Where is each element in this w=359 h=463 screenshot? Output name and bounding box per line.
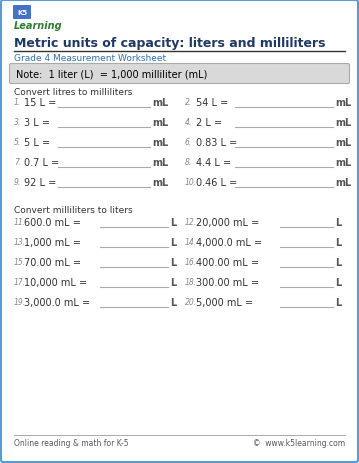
Text: ©  www.k5learning.com: © www.k5learning.com [253, 438, 345, 447]
Text: L: L [335, 238, 341, 247]
Text: Convert litres to milliliters: Convert litres to milliliters [14, 88, 132, 97]
Text: 300.00 mL =: 300.00 mL = [196, 277, 259, 288]
Text: 5.: 5. [14, 138, 21, 147]
FancyBboxPatch shape [13, 6, 31, 20]
Text: Convert milliliters to liters: Convert milliliters to liters [14, 206, 132, 214]
Text: 8.: 8. [185, 158, 192, 167]
Text: K5: K5 [17, 10, 27, 16]
Text: 9.: 9. [14, 178, 21, 187]
Text: 15 L =: 15 L = [24, 98, 56, 108]
Text: mL: mL [335, 158, 351, 168]
Text: 70.00 mL =: 70.00 mL = [24, 257, 81, 268]
Text: 16.: 16. [185, 257, 197, 266]
Text: L: L [170, 218, 176, 227]
Text: 3.: 3. [14, 118, 21, 127]
Text: 7.: 7. [14, 158, 21, 167]
Text: 4,000.0 mL =: 4,000.0 mL = [196, 238, 262, 247]
Text: 10,000 mL =: 10,000 mL = [24, 277, 87, 288]
Text: mL: mL [152, 178, 168, 188]
Text: 600.0 mL =: 600.0 mL = [24, 218, 81, 227]
Text: 0.46 L =: 0.46 L = [196, 178, 237, 188]
Text: mL: mL [335, 178, 351, 188]
Text: 18.: 18. [185, 277, 197, 287]
Text: 13.: 13. [14, 238, 26, 246]
Text: L: L [170, 277, 176, 288]
Text: 54 L =: 54 L = [196, 98, 228, 108]
Text: 400.00 mL =: 400.00 mL = [196, 257, 259, 268]
Text: mL: mL [335, 118, 351, 128]
Text: 4.4 L =: 4.4 L = [196, 158, 231, 168]
Text: L: L [335, 277, 341, 288]
Text: 3 L =: 3 L = [24, 118, 50, 128]
Text: 10.: 10. [185, 178, 197, 187]
Text: Learning: Learning [14, 21, 62, 31]
Text: 14.: 14. [185, 238, 197, 246]
Text: Online reading & math for K-5: Online reading & math for K-5 [14, 438, 129, 447]
Text: 5 L =: 5 L = [24, 138, 50, 148]
Text: L: L [170, 297, 176, 307]
Text: 6.: 6. [185, 138, 192, 147]
Text: mL: mL [152, 138, 168, 148]
FancyBboxPatch shape [9, 64, 350, 84]
Text: 20,000 mL =: 20,000 mL = [196, 218, 259, 227]
Text: 4.: 4. [185, 118, 192, 127]
Text: 0.83 L =: 0.83 L = [196, 138, 237, 148]
Text: L: L [170, 238, 176, 247]
Text: Grade 4 Measurement Worksheet: Grade 4 Measurement Worksheet [14, 54, 166, 63]
Text: 12.: 12. [185, 218, 197, 226]
Text: L: L [335, 297, 341, 307]
Text: 15.: 15. [14, 257, 26, 266]
Text: 2 L =: 2 L = [196, 118, 222, 128]
Text: L: L [335, 257, 341, 268]
Text: 5,000 mL =: 5,000 mL = [196, 297, 253, 307]
Text: 11.: 11. [14, 218, 26, 226]
Text: mL: mL [152, 98, 168, 108]
Text: 19.: 19. [14, 297, 26, 307]
Text: 0.7 L =: 0.7 L = [24, 158, 59, 168]
Text: mL: mL [152, 118, 168, 128]
Text: mL: mL [152, 158, 168, 168]
Text: 1,000 mL =: 1,000 mL = [24, 238, 81, 247]
Text: mL: mL [335, 98, 351, 108]
Text: Metric units of capacity: liters and milliliters: Metric units of capacity: liters and mil… [14, 37, 326, 50]
Text: 1.: 1. [14, 98, 21, 107]
Text: 92 L =: 92 L = [24, 178, 56, 188]
Text: 17.: 17. [14, 277, 26, 287]
Text: Note:  1 liter (L)  = 1,000 milliliter (mL): Note: 1 liter (L) = 1,000 milliliter (mL… [16, 69, 208, 79]
Text: L: L [335, 218, 341, 227]
Text: L: L [170, 257, 176, 268]
Text: 2.: 2. [185, 98, 192, 107]
Text: 20.: 20. [185, 297, 197, 307]
Text: 3,000.0 mL =: 3,000.0 mL = [24, 297, 90, 307]
Text: mL: mL [335, 138, 351, 148]
